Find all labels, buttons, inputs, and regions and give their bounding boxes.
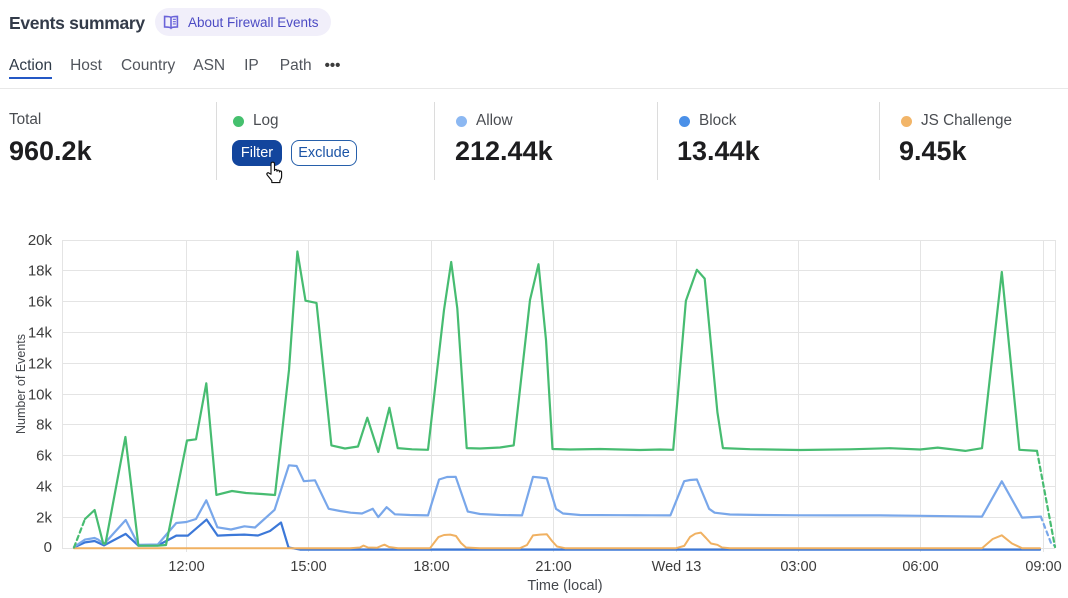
svg-text:0: 0	[44, 539, 52, 556]
svg-text:4k: 4k	[36, 479, 52, 496]
svg-text:21:00: 21:00	[535, 559, 571, 575]
svg-text:6k: 6k	[36, 448, 52, 465]
svg-text:14k: 14k	[28, 325, 53, 342]
svg-text:Number of Events: Number of Events	[14, 334, 28, 434]
svg-text:16k: 16k	[28, 294, 53, 311]
svg-text:12k: 12k	[28, 356, 53, 373]
svg-text:03:00: 03:00	[780, 559, 816, 575]
svg-text:20k: 20k	[28, 232, 53, 249]
svg-text:8k: 8k	[36, 417, 52, 434]
svg-text:15:00: 15:00	[290, 559, 326, 575]
svg-text:18:00: 18:00	[413, 559, 449, 575]
svg-text:2k: 2k	[36, 510, 52, 527]
svg-text:09:00: 09:00	[1025, 559, 1061, 575]
svg-text:12:00: 12:00	[168, 559, 204, 575]
svg-text:10k: 10k	[28, 387, 53, 404]
svg-text:18k: 18k	[28, 263, 53, 280]
svg-text:Time (local): Time (local)	[527, 578, 602, 594]
svg-text:06:00: 06:00	[902, 559, 938, 575]
svg-text:Wed 13: Wed 13	[652, 559, 702, 575]
